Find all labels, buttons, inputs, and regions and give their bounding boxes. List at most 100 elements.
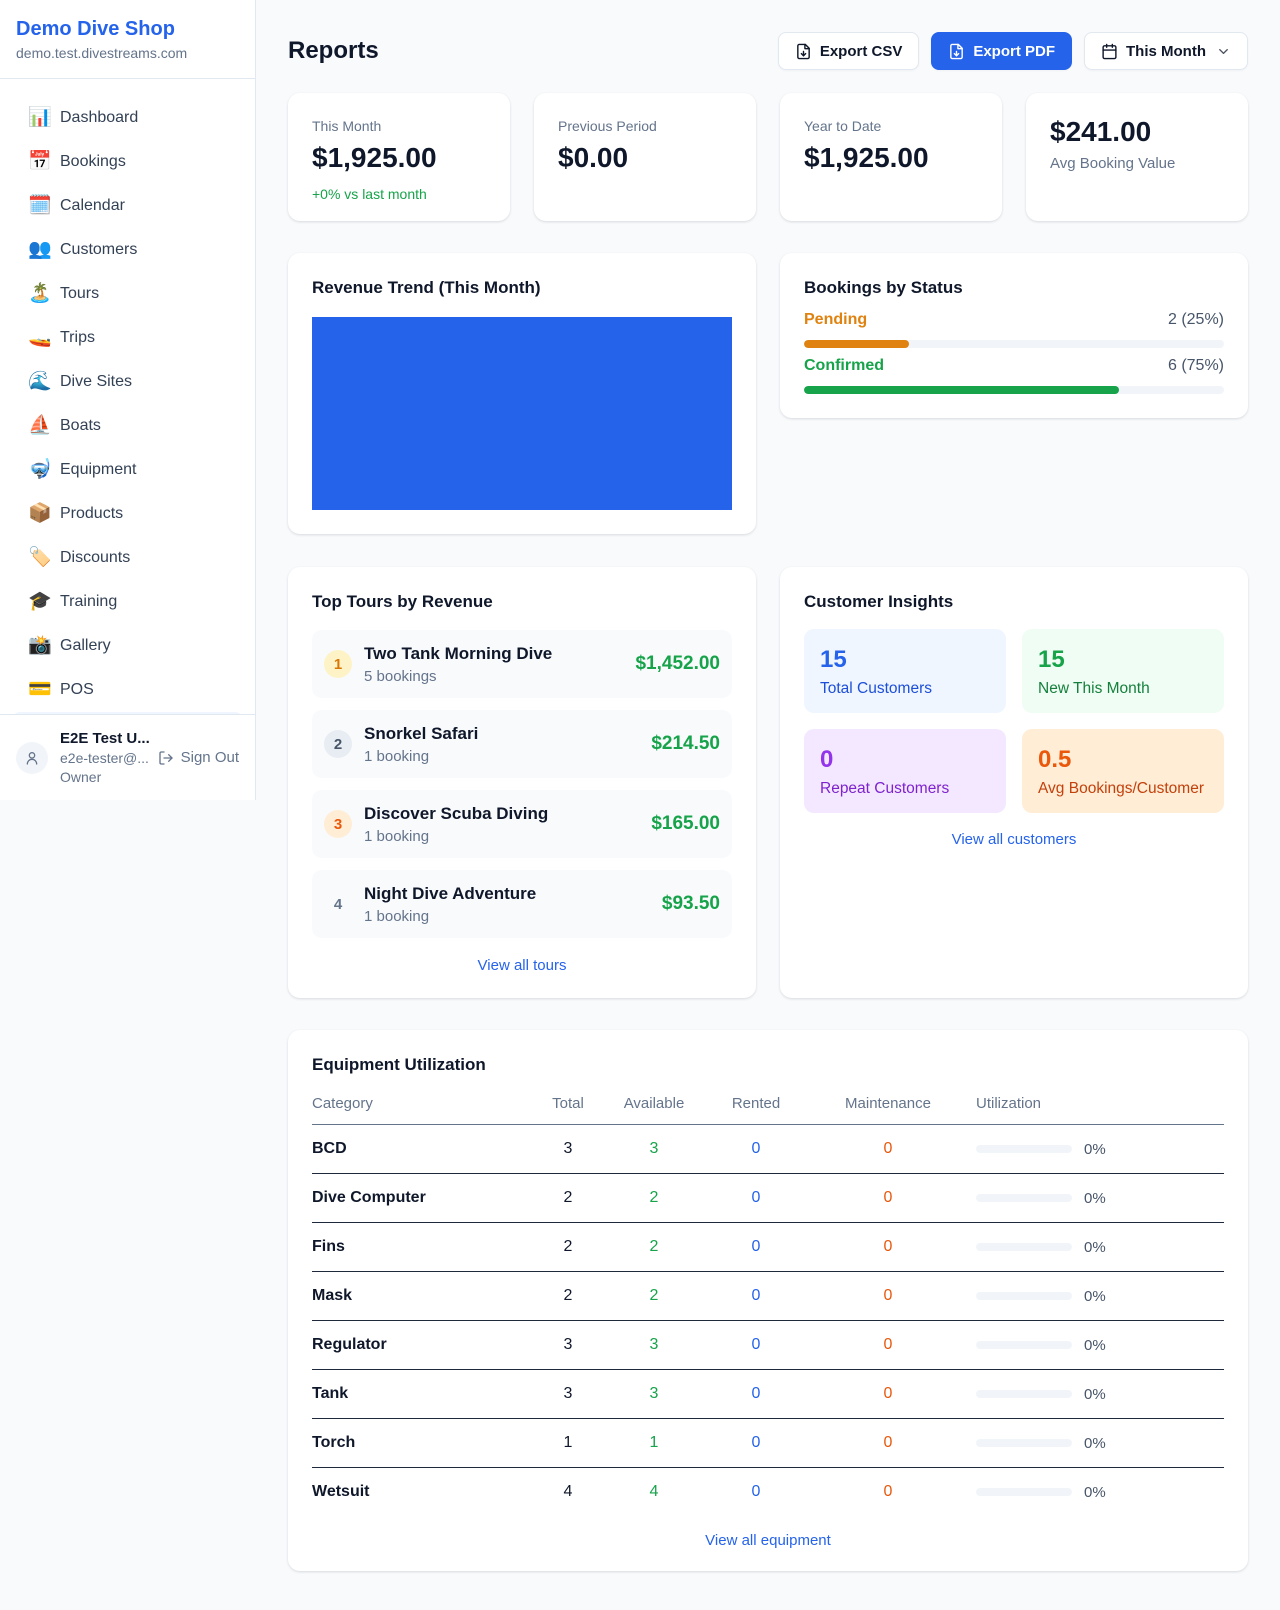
shop-domain: demo.test.divestreams.com	[16, 45, 188, 61]
cell-maintenance: 0	[883, 1140, 893, 1157]
cell-available: 2	[596, 1173, 712, 1223]
credit-card-icon: 💳	[28, 679, 52, 700]
chevron-down-icon	[1219, 48, 1228, 54]
utilization-label: 0%	[1084, 1189, 1106, 1207]
utilization-bar	[976, 1145, 1072, 1153]
cell-maintenance: 0	[800, 1320, 976, 1370]
sidebar-item-dive-sites[interactable]: 🌊 Dive Sites	[12, 362, 243, 402]
tag-icon: 🏷️	[28, 547, 52, 568]
view-all-tours-link[interactable]: View all tours	[477, 957, 567, 974]
cell-maintenance: 0	[800, 1222, 976, 1272]
sidebar-item-gallery[interactable]: 📸 Gallery	[12, 626, 243, 666]
status-label: Confirmed	[804, 357, 884, 374]
tour-name: Two Tank Morning Dive	[364, 643, 553, 663]
export-csv-button[interactable]: Export CSV	[777, 32, 920, 70]
cell-category: Regulator	[312, 1320, 540, 1370]
stat-label: Avg Booking Value	[1050, 155, 1176, 172]
insight-value: 0.5	[1038, 746, 1072, 773]
avatar	[16, 741, 48, 774]
utilization-bar	[976, 1390, 1072, 1398]
insight-tile-repeat-customers: 0 Repeat Customers	[804, 729, 1006, 813]
insight-label: Total Customers	[820, 680, 932, 697]
sidebar-item-bookings[interactable]: 📅 Bookings	[12, 142, 243, 182]
utilization-bar	[976, 1439, 1072, 1447]
column-header-category: Category	[312, 1085, 540, 1125]
customer-insights-title: Customer Insights	[804, 592, 954, 611]
utilization-cell: 0%	[976, 1288, 1224, 1305]
export-pdf-button[interactable]: Export PDF	[931, 32, 1073, 70]
lists-row: Top Tours by Revenue 1 Two Tank Morning …	[288, 567, 1248, 998]
utilization-cell: 0%	[976, 1435, 1224, 1452]
sidebar-item-customers[interactable]: 👥 Customers	[12, 230, 243, 270]
header-actions: Export CSV Export PDF This Month	[777, 32, 1248, 70]
progress-track	[804, 340, 1224, 348]
cell-total: 2	[540, 1271, 596, 1321]
cell-utilization: 0%	[976, 1222, 1224, 1272]
tour-row: 4 Night Dive Adventure 1 booking $93.50	[312, 870, 732, 938]
export-csv-label: Export CSV	[819, 42, 903, 60]
cell-available: 2	[596, 1271, 712, 1321]
diving-mask-icon: 🤿	[28, 459, 52, 480]
bookings-by-status-card: Bookings by Status Pending 2 (25%) Confi…	[780, 253, 1248, 418]
utilization-label: 0%	[1084, 1483, 1106, 1501]
view-all-equipment-link[interactable]: View all equipment	[705, 1532, 831, 1549]
cell-rented: 0	[712, 1369, 800, 1419]
cell-rented: 0	[712, 1271, 800, 1321]
cell-category: Dive Computer	[312, 1173, 540, 1223]
cell-total: 3	[540, 1369, 596, 1419]
file-down-icon	[796, 43, 810, 59]
sidebar-item-products[interactable]: 📦 Products	[12, 494, 243, 534]
tour-text: Discover Scuba Diving 1 booking	[364, 803, 548, 846]
insight-label: New This Month	[1038, 680, 1150, 697]
insight-tile-avg-bookings: 0.5 Avg Bookings/Customer	[1022, 729, 1224, 813]
cell-utilization: 0%	[976, 1125, 1224, 1174]
table-header-row: Category Total Available Rented Maintena…	[312, 1085, 1224, 1125]
sidebar-item-training[interactable]: 🎓 Training	[12, 582, 243, 622]
insight-label: Avg Bookings/Customer	[1038, 780, 1204, 797]
sidebar-item-tours[interactable]: 🏝️ Tours	[12, 274, 243, 314]
status-row-pending: Pending 2 (25%)	[804, 310, 1224, 348]
rank-badge: 2	[324, 730, 352, 758]
cell-rented: 0	[712, 1418, 800, 1468]
progress-fill	[804, 386, 1119, 394]
period-selector[interactable]: This Month	[1084, 32, 1248, 70]
sidebar-item-calendar[interactable]: 🗓️ Calendar	[12, 186, 243, 226]
view-all-customers-link[interactable]: View all customers	[951, 831, 1077, 848]
sidebar-item-boats[interactable]: ⛵ Boats	[12, 406, 243, 446]
utilization-cell: 0%	[976, 1239, 1224, 1256]
column-header-total: Total	[540, 1085, 596, 1125]
insight-tile-new-this-month: 15 New This Month	[1022, 629, 1224, 713]
cell-maintenance: 0	[800, 1173, 976, 1223]
utilization-label: 0%	[1084, 1238, 1106, 1256]
sidebar-item-dashboard[interactable]: 📊 Dashboard	[12, 98, 243, 138]
revenue-trend-chart	[312, 317, 732, 510]
rank-badge: 4	[333, 895, 343, 913]
tour-bookings: 1 booking	[364, 907, 430, 925]
cell-available: 3	[596, 1320, 712, 1370]
tour-row: 2 Snorkel Safari 1 booking $214.50	[312, 710, 732, 778]
user-info: E2E Test U... e2e-tester@... Owner	[60, 729, 150, 786]
cell-total: 2	[540, 1222, 596, 1272]
sidebar-item-label: Boats	[60, 417, 101, 434]
utilization-bar	[976, 1341, 1072, 1349]
cell-utilization: 0%	[976, 1271, 1224, 1321]
utilization-cell: 0%	[976, 1190, 1224, 1207]
cell-available: 3	[596, 1369, 712, 1419]
sidebar-item-label: Dashboard	[60, 109, 139, 126]
sign-out-button[interactable]: Sign Out	[158, 749, 239, 766]
sidebar: Demo Dive Shop demo.test.divestreams.com…	[0, 0, 256, 800]
status-value: 6 (75%)	[1167, 357, 1224, 374]
cell-category: Mask	[312, 1271, 540, 1321]
utilization-label: 0%	[1084, 1336, 1106, 1354]
progress-track	[804, 386, 1224, 394]
sidebar-item-pos[interactable]: 💳 POS	[12, 670, 243, 710]
stat-label: Year to Date	[804, 118, 882, 134]
utilization-bar	[976, 1243, 1072, 1251]
sidebar-item-equipment[interactable]: 🤿 Equipment	[12, 450, 243, 490]
sidebar-item-label: Calendar	[60, 197, 125, 214]
utilization-label: 0%	[1084, 1385, 1106, 1403]
sidebar-item-active-partial[interactable]	[12, 712, 243, 715]
stat-card-previous-period: Previous Period $0.00	[534, 93, 756, 221]
sidebar-item-trips[interactable]: 🚤 Trips	[12, 318, 243, 358]
sidebar-item-discounts[interactable]: 🏷️ Discounts	[12, 538, 243, 578]
